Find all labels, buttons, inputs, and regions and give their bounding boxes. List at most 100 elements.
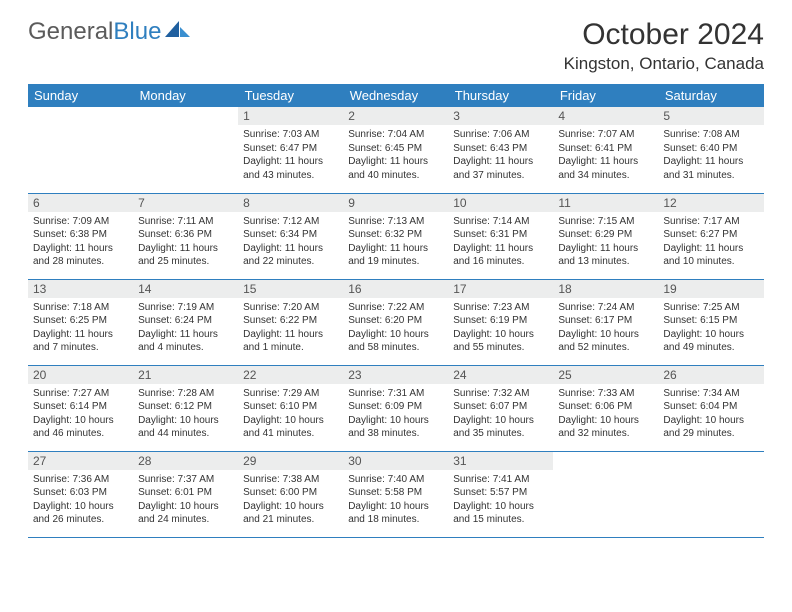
day-number: 28 xyxy=(133,452,238,470)
weekday-header: Tuesday xyxy=(238,84,343,107)
logo-sail-icon xyxy=(165,18,191,46)
day-content: Sunrise: 7:41 AMSunset: 5:57 PMDaylight:… xyxy=(448,470,553,531)
day-content: Sunrise: 7:17 AMSunset: 6:27 PMDaylight:… xyxy=(658,212,763,273)
day-number: 31 xyxy=(448,452,553,470)
day-number: 7 xyxy=(133,194,238,212)
sunrise-line: Sunrise: 7:11 AM xyxy=(138,215,233,229)
daylight-line: Daylight: 10 hours and 24 minutes. xyxy=(138,500,233,527)
calendar-cell: 18Sunrise: 7:24 AMSunset: 6:17 PMDayligh… xyxy=(553,279,658,365)
day-content: Sunrise: 7:14 AMSunset: 6:31 PMDaylight:… xyxy=(448,212,553,273)
sunset-line: Sunset: 6:15 PM xyxy=(663,314,758,328)
day-content: Sunrise: 7:03 AMSunset: 6:47 PMDaylight:… xyxy=(238,125,343,186)
sunset-line: Sunset: 6:45 PM xyxy=(348,142,443,156)
sunset-line: Sunset: 6:19 PM xyxy=(453,314,548,328)
calendar-week-row: 1Sunrise: 7:03 AMSunset: 6:47 PMDaylight… xyxy=(28,107,764,193)
sunrise-line: Sunrise: 7:24 AM xyxy=(558,301,653,315)
daylight-line: Daylight: 10 hours and 44 minutes. xyxy=(138,414,233,441)
location-label: Kingston, Ontario, Canada xyxy=(564,54,764,74)
sunrise-line: Sunrise: 7:12 AM xyxy=(243,215,338,229)
day-number: 1 xyxy=(238,107,343,125)
sunset-line: Sunset: 6:41 PM xyxy=(558,142,653,156)
sunset-line: Sunset: 6:07 PM xyxy=(453,400,548,414)
calendar-cell: 27Sunrise: 7:36 AMSunset: 6:03 PMDayligh… xyxy=(28,451,133,537)
sunrise-line: Sunrise: 7:29 AM xyxy=(243,387,338,401)
daylight-line: Daylight: 10 hours and 29 minutes. xyxy=(663,414,758,441)
sunset-line: Sunset: 6:24 PM xyxy=(138,314,233,328)
sunrise-line: Sunrise: 7:17 AM xyxy=(663,215,758,229)
day-number: 23 xyxy=(343,366,448,384)
sunrise-line: Sunrise: 7:04 AM xyxy=(348,128,443,142)
sunset-line: Sunset: 6:06 PM xyxy=(558,400,653,414)
sunrise-line: Sunrise: 7:18 AM xyxy=(33,301,128,315)
sunset-line: Sunset: 6:10 PM xyxy=(243,400,338,414)
weekday-header: Sunday xyxy=(28,84,133,107)
daylight-line: Daylight: 11 hours and 16 minutes. xyxy=(453,242,548,269)
daylight-line: Daylight: 10 hours and 46 minutes. xyxy=(33,414,128,441)
day-content: Sunrise: 7:04 AMSunset: 6:45 PMDaylight:… xyxy=(343,125,448,186)
sunset-line: Sunset: 6:36 PM xyxy=(138,228,233,242)
day-number: 22 xyxy=(238,366,343,384)
daylight-line: Daylight: 11 hours and 4 minutes. xyxy=(138,328,233,355)
sunrise-line: Sunrise: 7:23 AM xyxy=(453,301,548,315)
day-number: 29 xyxy=(238,452,343,470)
sunset-line: Sunset: 6:31 PM xyxy=(453,228,548,242)
calendar-cell xyxy=(133,107,238,193)
sunset-line: Sunset: 6:43 PM xyxy=(453,142,548,156)
day-number: 15 xyxy=(238,280,343,298)
logo-text-1: General xyxy=(28,18,113,46)
calendar-cell: 22Sunrise: 7:29 AMSunset: 6:10 PMDayligh… xyxy=(238,365,343,451)
day-content: Sunrise: 7:29 AMSunset: 6:10 PMDaylight:… xyxy=(238,384,343,445)
daylight-line: Daylight: 11 hours and 34 minutes. xyxy=(558,155,653,182)
sunset-line: Sunset: 6:20 PM xyxy=(348,314,443,328)
day-content: Sunrise: 7:06 AMSunset: 6:43 PMDaylight:… xyxy=(448,125,553,186)
calendar-cell: 11Sunrise: 7:15 AMSunset: 6:29 PMDayligh… xyxy=(553,193,658,279)
logo-text-2: Blue xyxy=(113,18,161,46)
calendar-week-row: 20Sunrise: 7:27 AMSunset: 6:14 PMDayligh… xyxy=(28,365,764,451)
daylight-line: Daylight: 10 hours and 41 minutes. xyxy=(243,414,338,441)
daylight-line: Daylight: 10 hours and 15 minutes. xyxy=(453,500,548,527)
day-content: Sunrise: 7:36 AMSunset: 6:03 PMDaylight:… xyxy=(28,470,133,531)
day-number: 25 xyxy=(553,366,658,384)
logo: GeneralBlue xyxy=(28,18,191,46)
sunrise-line: Sunrise: 7:15 AM xyxy=(558,215,653,229)
daylight-line: Daylight: 10 hours and 18 minutes. xyxy=(348,500,443,527)
calendar-cell: 28Sunrise: 7:37 AMSunset: 6:01 PMDayligh… xyxy=(133,451,238,537)
calendar-page: GeneralBlue October 2024 Kingston, Ontar… xyxy=(0,0,792,556)
sunrise-line: Sunrise: 7:22 AM xyxy=(348,301,443,315)
day-content: Sunrise: 7:12 AMSunset: 6:34 PMDaylight:… xyxy=(238,212,343,273)
calendar-cell: 26Sunrise: 7:34 AMSunset: 6:04 PMDayligh… xyxy=(658,365,763,451)
daylight-line: Daylight: 11 hours and 37 minutes. xyxy=(453,155,548,182)
sunset-line: Sunset: 6:01 PM xyxy=(138,486,233,500)
month-title: October 2024 xyxy=(564,18,764,52)
day-content: Sunrise: 7:18 AMSunset: 6:25 PMDaylight:… xyxy=(28,298,133,359)
day-content: Sunrise: 7:27 AMSunset: 6:14 PMDaylight:… xyxy=(28,384,133,445)
sunset-line: Sunset: 6:32 PM xyxy=(348,228,443,242)
page-header: GeneralBlue October 2024 Kingston, Ontar… xyxy=(28,18,764,74)
day-number: 24 xyxy=(448,366,553,384)
sunrise-line: Sunrise: 7:27 AM xyxy=(33,387,128,401)
calendar-cell: 13Sunrise: 7:18 AMSunset: 6:25 PMDayligh… xyxy=(28,279,133,365)
day-number: 26 xyxy=(658,366,763,384)
day-content: Sunrise: 7:37 AMSunset: 6:01 PMDaylight:… xyxy=(133,470,238,531)
daylight-line: Daylight: 10 hours and 52 minutes. xyxy=(558,328,653,355)
day-content: Sunrise: 7:23 AMSunset: 6:19 PMDaylight:… xyxy=(448,298,553,359)
sunrise-line: Sunrise: 7:03 AM xyxy=(243,128,338,142)
day-content: Sunrise: 7:08 AMSunset: 6:40 PMDaylight:… xyxy=(658,125,763,186)
calendar-cell: 4Sunrise: 7:07 AMSunset: 6:41 PMDaylight… xyxy=(553,107,658,193)
calendar-cell: 29Sunrise: 7:38 AMSunset: 6:00 PMDayligh… xyxy=(238,451,343,537)
day-number: 4 xyxy=(553,107,658,125)
day-content: Sunrise: 7:31 AMSunset: 6:09 PMDaylight:… xyxy=(343,384,448,445)
day-content: Sunrise: 7:25 AMSunset: 6:15 PMDaylight:… xyxy=(658,298,763,359)
calendar-cell: 1Sunrise: 7:03 AMSunset: 6:47 PMDaylight… xyxy=(238,107,343,193)
sunset-line: Sunset: 5:58 PM xyxy=(348,486,443,500)
day-number: 2 xyxy=(343,107,448,125)
daylight-line: Daylight: 11 hours and 28 minutes. xyxy=(33,242,128,269)
weekday-header: Monday xyxy=(133,84,238,107)
title-block: October 2024 Kingston, Ontario, Canada xyxy=(564,18,764,74)
calendar-cell: 15Sunrise: 7:20 AMSunset: 6:22 PMDayligh… xyxy=(238,279,343,365)
calendar-cell: 25Sunrise: 7:33 AMSunset: 6:06 PMDayligh… xyxy=(553,365,658,451)
sunset-line: Sunset: 6:47 PM xyxy=(243,142,338,156)
sunset-line: Sunset: 6:34 PM xyxy=(243,228,338,242)
sunrise-line: Sunrise: 7:33 AM xyxy=(558,387,653,401)
sunrise-line: Sunrise: 7:13 AM xyxy=(348,215,443,229)
